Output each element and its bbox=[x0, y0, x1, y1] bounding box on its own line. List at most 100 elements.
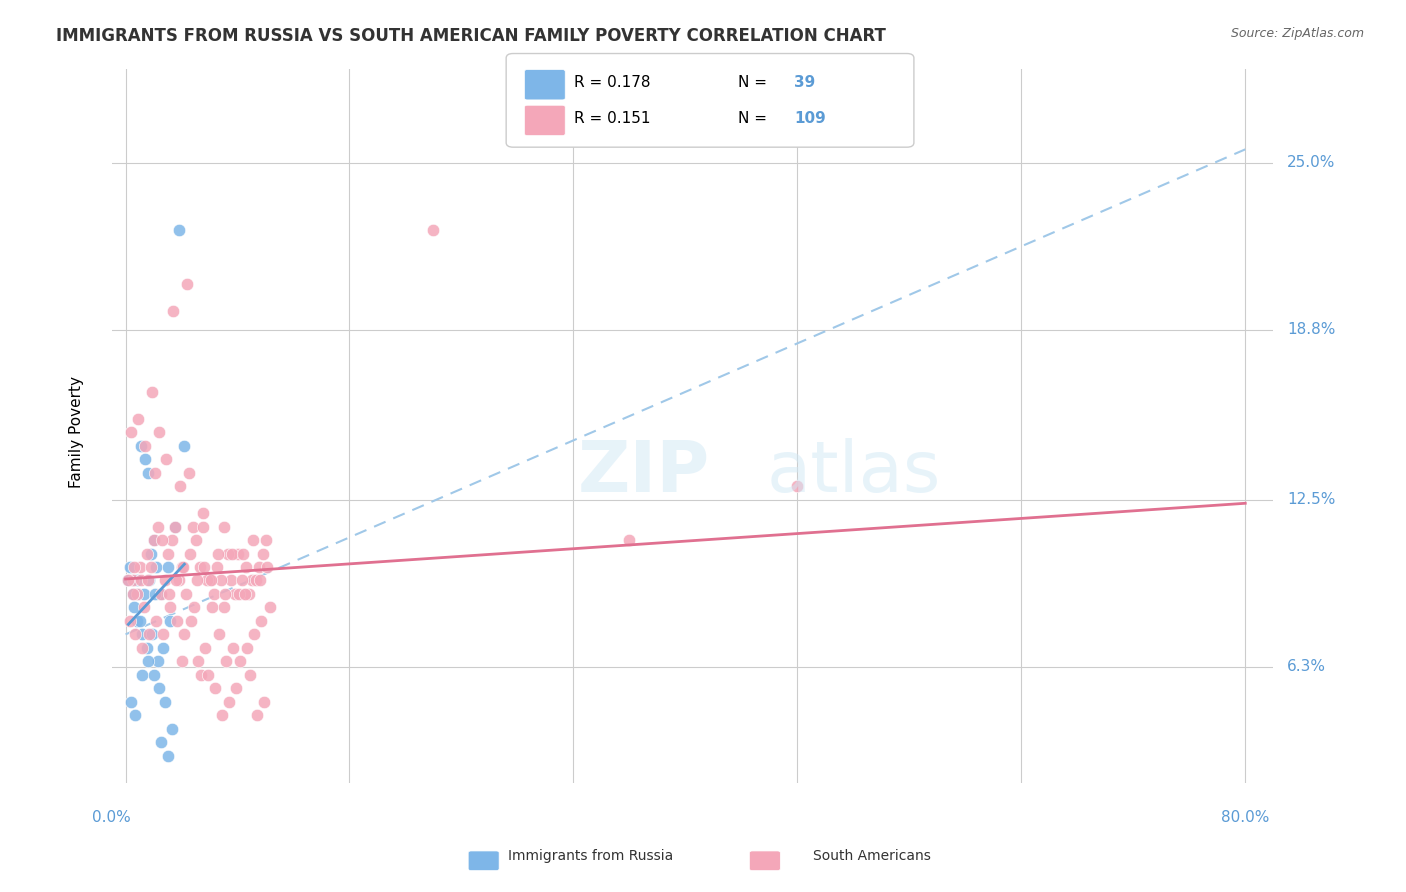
Point bbox=[233, 587, 256, 601]
Text: Source: ZipAtlas.com: Source: ZipAtlas.com bbox=[1230, 27, 1364, 40]
Point bbox=[141, 384, 163, 399]
Point bbox=[131, 640, 153, 655]
Point bbox=[135, 547, 157, 561]
Point bbox=[240, 574, 263, 588]
Point bbox=[152, 627, 174, 641]
Point bbox=[136, 654, 159, 668]
Text: R = 0.178: R = 0.178 bbox=[574, 76, 650, 90]
Point bbox=[146, 654, 169, 668]
Text: Immigrants from Russia: Immigrants from Russia bbox=[508, 849, 673, 863]
Point bbox=[218, 695, 240, 709]
Point bbox=[198, 574, 221, 588]
Point bbox=[121, 587, 143, 601]
Text: South Americans: South Americans bbox=[813, 849, 931, 863]
Point bbox=[254, 533, 277, 547]
Point bbox=[236, 640, 259, 655]
Point bbox=[202, 587, 225, 601]
Point bbox=[235, 560, 257, 574]
Point bbox=[117, 574, 139, 588]
Point bbox=[153, 574, 176, 588]
Point bbox=[252, 547, 274, 561]
Point bbox=[173, 439, 195, 453]
Point bbox=[246, 708, 269, 723]
Point bbox=[231, 574, 253, 588]
Point bbox=[129, 439, 152, 453]
Point bbox=[226, 547, 249, 561]
Text: 80.0%: 80.0% bbox=[1220, 810, 1270, 824]
Point bbox=[159, 614, 181, 628]
Point bbox=[145, 614, 167, 628]
Point bbox=[174, 587, 197, 601]
Point bbox=[139, 560, 162, 574]
Point bbox=[145, 560, 167, 574]
Point bbox=[194, 640, 217, 655]
Point bbox=[118, 560, 141, 574]
Point bbox=[172, 560, 194, 574]
Text: 18.8%: 18.8% bbox=[1288, 322, 1336, 337]
Point bbox=[242, 533, 264, 547]
Point bbox=[152, 640, 174, 655]
Point bbox=[124, 627, 146, 641]
Point bbox=[243, 627, 266, 641]
Point bbox=[247, 560, 270, 574]
Point bbox=[191, 519, 214, 533]
Point bbox=[120, 695, 142, 709]
Point bbox=[208, 627, 231, 641]
Point bbox=[193, 560, 215, 574]
Point bbox=[224, 587, 246, 601]
Point bbox=[173, 627, 195, 641]
Point bbox=[188, 560, 211, 574]
Text: N =: N = bbox=[738, 112, 768, 126]
Point bbox=[156, 560, 179, 574]
Point bbox=[146, 519, 169, 533]
Point bbox=[121, 574, 143, 588]
Point bbox=[163, 519, 186, 533]
Point bbox=[131, 627, 153, 641]
Point bbox=[155, 452, 177, 467]
Point bbox=[165, 574, 187, 588]
Point bbox=[197, 667, 219, 681]
Point bbox=[138, 627, 160, 641]
Point bbox=[166, 614, 188, 628]
Point bbox=[157, 587, 180, 601]
Point bbox=[167, 574, 190, 588]
Text: 25.0%: 25.0% bbox=[1288, 155, 1336, 170]
Point bbox=[122, 560, 145, 574]
Point bbox=[205, 560, 228, 574]
Point bbox=[121, 587, 143, 601]
Point bbox=[125, 587, 148, 601]
Text: 39: 39 bbox=[794, 76, 815, 90]
Point bbox=[118, 614, 141, 628]
Point bbox=[134, 439, 156, 453]
Point bbox=[162, 304, 184, 318]
Text: 109: 109 bbox=[794, 112, 827, 126]
Point bbox=[159, 600, 181, 615]
Point bbox=[256, 560, 278, 574]
Point bbox=[131, 667, 153, 681]
Point bbox=[149, 735, 172, 749]
Point bbox=[186, 574, 208, 588]
Point bbox=[148, 681, 170, 696]
Point bbox=[209, 574, 232, 588]
Point bbox=[143, 466, 166, 480]
Point bbox=[207, 547, 229, 561]
Point bbox=[215, 654, 238, 668]
Point bbox=[128, 614, 150, 628]
Text: IMMIGRANTS FROM RUSSIA VS SOUTH AMERICAN FAMILY POVERTY CORRELATION CHART: IMMIGRANTS FROM RUSSIA VS SOUTH AMERICAN… bbox=[56, 27, 886, 45]
Point bbox=[249, 574, 271, 588]
Point bbox=[160, 533, 183, 547]
Point bbox=[222, 640, 245, 655]
Point bbox=[183, 600, 205, 615]
Point bbox=[136, 574, 159, 588]
Point bbox=[179, 547, 201, 561]
Point bbox=[163, 519, 186, 533]
Point bbox=[225, 681, 247, 696]
Point bbox=[120, 425, 142, 440]
Point bbox=[138, 574, 160, 588]
Point bbox=[619, 533, 641, 547]
Point bbox=[219, 574, 242, 588]
Point bbox=[228, 587, 250, 601]
Point bbox=[229, 654, 252, 668]
Point bbox=[148, 425, 170, 440]
Point bbox=[139, 547, 162, 561]
